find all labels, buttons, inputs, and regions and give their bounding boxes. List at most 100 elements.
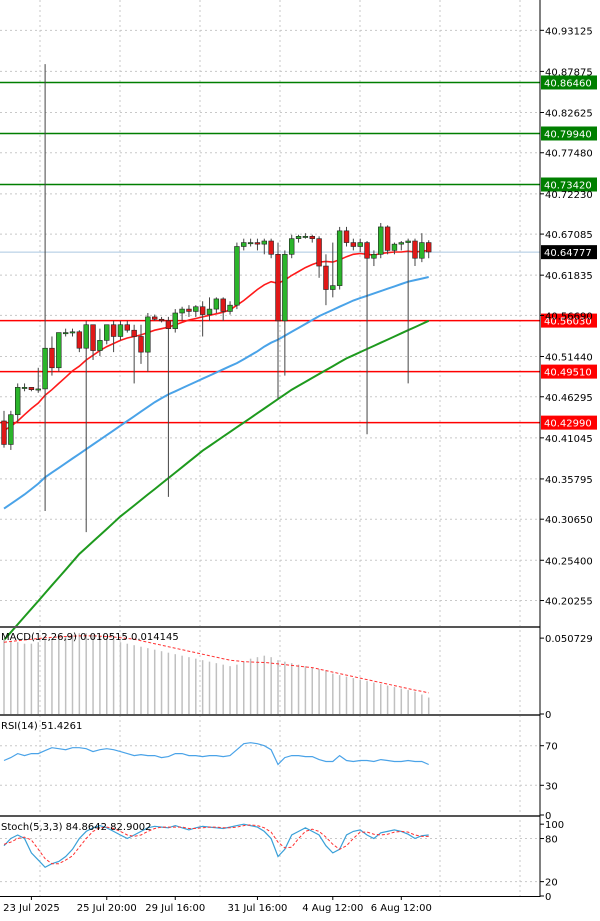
candle-up	[357, 242, 363, 247]
y-tick-label: 40.93125	[545, 26, 593, 37]
candle-up	[330, 285, 336, 290]
candle-up	[179, 308, 185, 314]
horizontal-levels: 40.86460 40.79940 40.73420 40.56030 40.49510…	[0, 75, 597, 430]
x-tick-label: 25 Jul 20:00	[77, 903, 137, 914]
candle-up	[42, 347, 48, 390]
stoch-y-tick-label: 100	[545, 820, 564, 831]
current-price-box	[541, 245, 597, 260]
candle-down	[384, 226, 391, 251]
level-label: 40.73420	[544, 181, 592, 192]
candle-up	[83, 324, 89, 349]
candle-down	[364, 242, 370, 259]
candle-up	[15, 387, 21, 416]
candle-down	[165, 320, 172, 329]
macd-y-tick-label: 0.050729	[545, 634, 593, 645]
candle-up	[295, 236, 302, 239]
candle-down	[76, 331, 83, 349]
panel-separator	[0, 626, 540, 628]
moving-averages	[3, 249, 430, 641]
candle-up	[419, 242, 425, 259]
x-tick-label: 4 Aug 12:00	[302, 903, 363, 914]
level-label-box	[541, 126, 597, 141]
stoch-y-tick-label: 0	[545, 892, 551, 903]
level-label-box	[541, 75, 597, 90]
y-tick-label: 40.41045	[545, 434, 593, 445]
candle-up	[336, 230, 343, 286]
level-label-box	[541, 415, 597, 430]
candle-down	[254, 242, 261, 245]
rsi-y-tick-label: 30	[545, 781, 558, 792]
x-tick-label: 31 Jul 16:00	[227, 903, 287, 914]
candle-up	[104, 324, 110, 341]
candle-up	[35, 388, 41, 391]
candle-up	[234, 246, 240, 306]
level-label-box	[541, 177, 597, 192]
stoch-d-line	[3, 824, 429, 865]
y-tick-label: 40.77480	[545, 149, 593, 160]
panel-separator	[0, 714, 540, 716]
candle-up	[371, 254, 377, 259]
candle-up	[62, 332, 69, 335]
y-tick-label: 40.30650	[545, 515, 593, 526]
y-tick-label: 40.46295	[545, 393, 593, 404]
candle-up	[193, 306, 199, 312]
candle-down	[131, 329, 137, 337]
y-tick-label: 40.56690	[545, 311, 593, 322]
candle-down	[138, 336, 144, 353]
macd-panel	[3, 633, 430, 714]
candle-down	[199, 306, 206, 315]
candle-up	[247, 242, 254, 245]
candle-up	[261, 240, 267, 245]
rsi-line	[3, 742, 429, 766]
y-tick-label: 40.35795	[545, 475, 593, 486]
ma-mid-line	[3, 276, 429, 510]
y-tick-label: 40.67085	[545, 230, 593, 241]
rsi-panel	[0, 742, 540, 786]
candle-up	[302, 236, 309, 238]
level-label-box	[541, 313, 597, 328]
axis-labels: 40.93125 40.87875 40.82625 40.77480 40.72230…	[3, 26, 593, 914]
candle-down	[110, 324, 117, 337]
candle-up	[172, 312, 178, 329]
candle-up	[378, 226, 384, 255]
candle-down	[316, 238, 322, 267]
candle-up	[282, 254, 288, 322]
candle-down	[158, 318, 165, 322]
candle-down	[90, 324, 96, 351]
candle-down	[275, 254, 281, 322]
level-label: 40.79940	[544, 129, 592, 140]
x-tick-label: 29 Jul 16:00	[145, 903, 205, 914]
candle-down	[152, 316, 158, 320]
candle-down	[49, 347, 55, 369]
candle-down	[309, 236, 315, 239]
candle-up	[391, 243, 398, 251]
candle-up	[398, 242, 404, 245]
ma-fast-line	[3, 249, 429, 432]
candle-up	[56, 332, 62, 369]
macd-y-tick-label: 0	[545, 710, 551, 721]
level-label: 40.56030	[544, 317, 592, 328]
level-label: 40.49510	[544, 368, 592, 379]
candle-down	[186, 308, 192, 312]
candle-up	[117, 324, 124, 337]
candle-down	[28, 387, 35, 390]
y-tick-label: 40.25400	[545, 556, 593, 567]
candle-up	[8, 414, 14, 445]
panel-separator	[0, 815, 540, 817]
candle-down	[343, 230, 350, 243]
candle-down	[412, 240, 418, 259]
rsi-label: RSI(14) 51.4261	[1, 721, 82, 732]
candle-down	[220, 298, 226, 312]
candle-up	[288, 238, 295, 255]
candle-up	[206, 308, 213, 315]
axes	[0, 0, 544, 900]
y-tick-label: 40.20255	[545, 597, 593, 608]
level-label: 40.86460	[544, 78, 592, 89]
stoch-panel	[0, 823, 540, 883]
rsi-y-tick-label: 70	[545, 742, 558, 753]
candle-down	[425, 242, 432, 253]
candle-up	[227, 304, 233, 312]
candlesticks	[1, 64, 432, 533]
candle-down	[1, 420, 7, 445]
rsi-y-tick-label: 0	[545, 811, 551, 822]
